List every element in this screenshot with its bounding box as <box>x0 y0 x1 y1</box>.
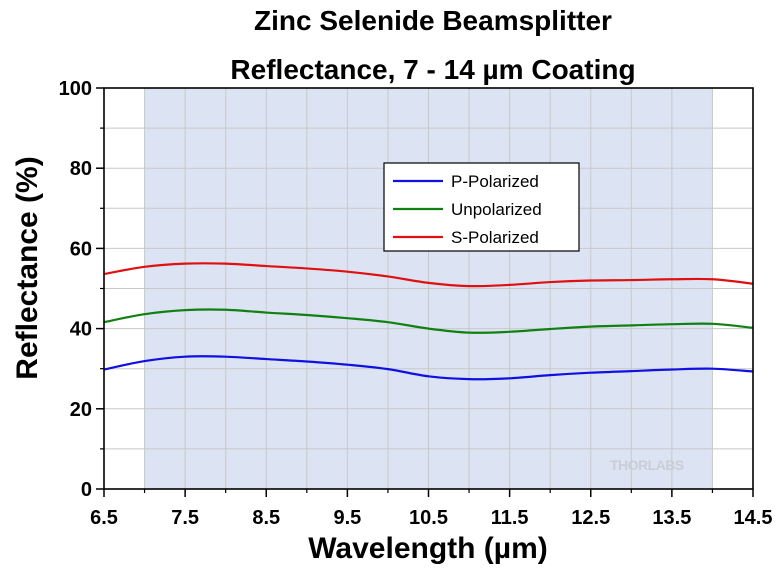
x-tick-label: 13.5 <box>652 507 691 529</box>
x-tick-label: 6.5 <box>90 507 118 529</box>
plot-frame <box>103 87 754 490</box>
legend: P-Polarized Unpolarized S-Polarized <box>383 162 580 252</box>
legend-label-2: Unpolarized <box>451 200 542 219</box>
legend-label-3: S-Polarized <box>451 228 539 247</box>
chart-title-line-2: Reflectance, 7 - 14 µm Coating <box>230 54 635 85</box>
chart-title-line-1: Zinc Selenide Beamsplitter <box>254 5 612 36</box>
y-tick-label: 100 <box>59 78 92 100</box>
y-tick-label: 40 <box>70 319 92 341</box>
series-line-2 <box>103 308 754 334</box>
x-tick-label: 12.5 <box>571 507 610 529</box>
tick-labels: 6.5 7.5 8.5 9.5 10.5 11.5 12.5 13.5 14.5 0 20 40 60 8… <box>59 78 773 529</box>
thorlabs-watermark: THORLABS <box>610 457 684 473</box>
x-tick-label: 14.5 <box>734 507 773 529</box>
series-line-3 <box>103 262 754 288</box>
y-axis-label: Reflectance (%) <box>11 156 44 379</box>
x-tick-label: 10.5 <box>409 507 448 529</box>
y-tick-label: 20 <box>70 399 92 421</box>
series-line-1 <box>103 355 754 381</box>
legend-label-1: P-Polarized <box>451 172 539 191</box>
ticks <box>96 87 754 497</box>
x-axis-label: Wavelength (µm) <box>308 532 548 565</box>
x-tick-label: 9.5 <box>333 507 361 529</box>
y-tick-label: 80 <box>70 158 92 180</box>
series-lines <box>103 262 754 381</box>
x-tick-label: 7.5 <box>171 507 199 529</box>
x-tick-label: 11.5 <box>491 507 529 529</box>
y-tick-label: 60 <box>70 238 92 260</box>
y-tick-label: 0 <box>81 479 92 501</box>
x-tick-label: 8.5 <box>252 507 280 529</box>
